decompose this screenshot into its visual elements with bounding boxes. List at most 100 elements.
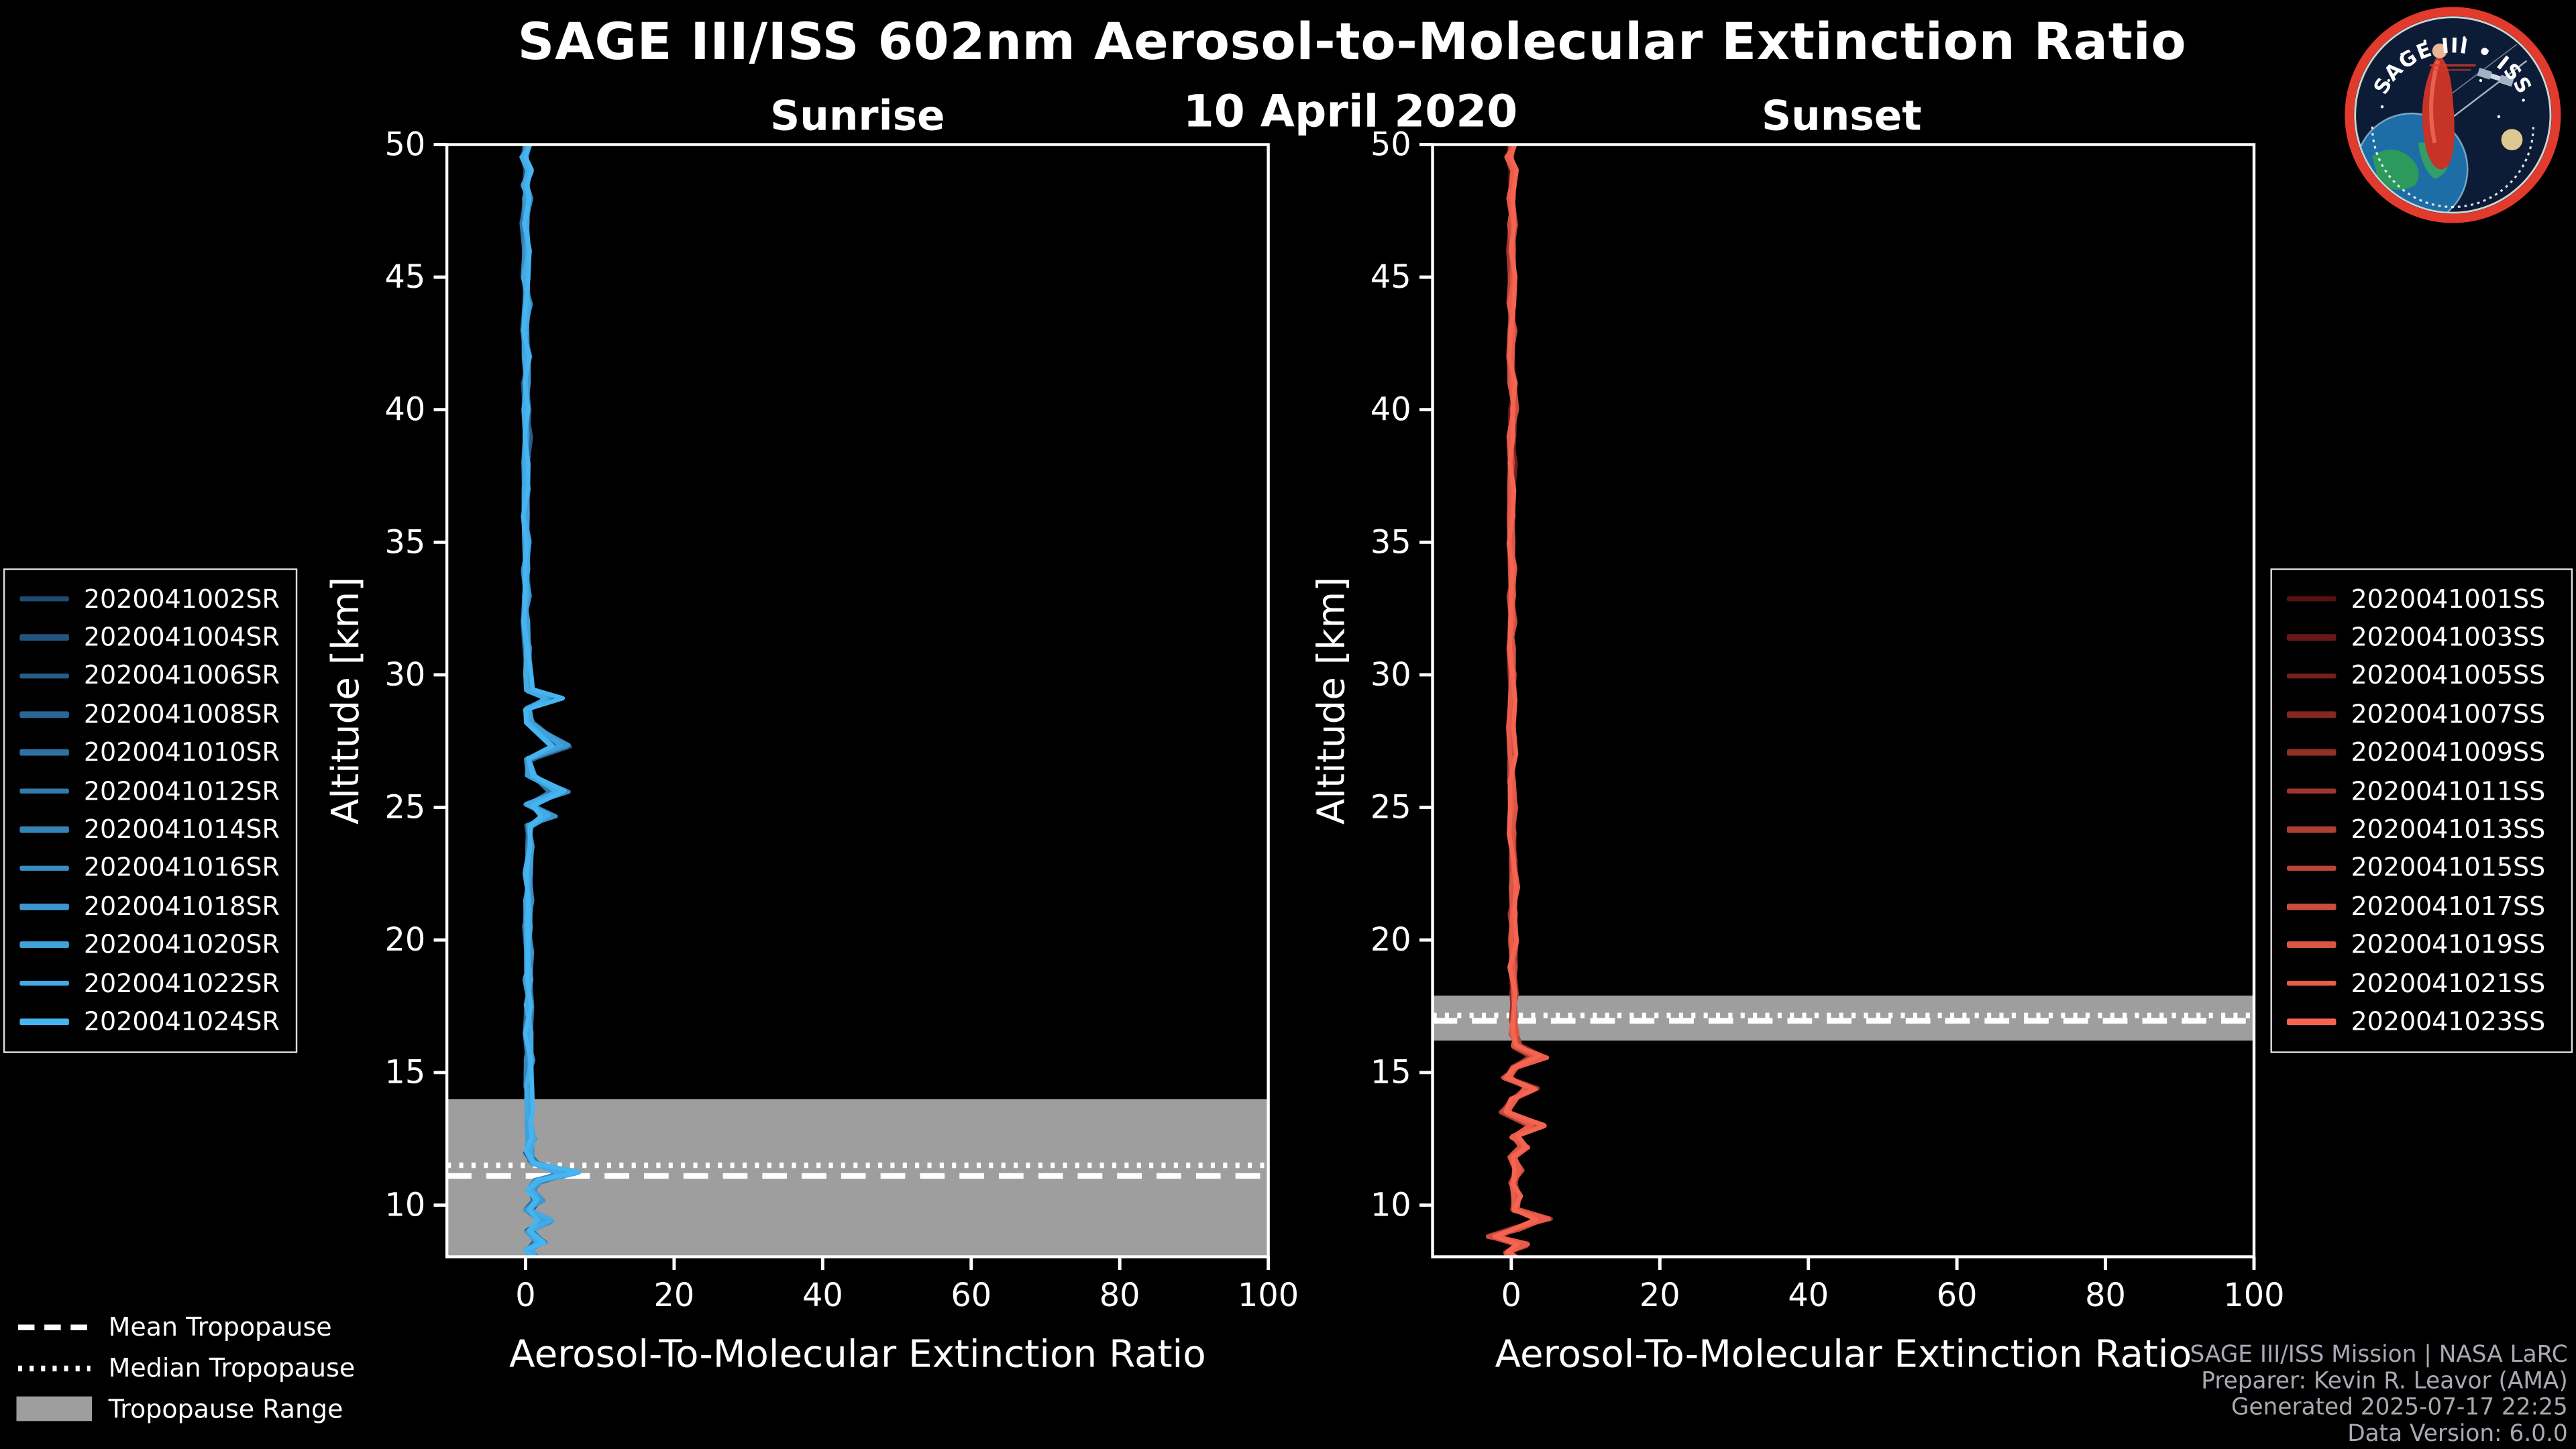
legend-item-label: 2020041005SS xyxy=(2351,661,2546,691)
tropopause-legend-label: Mean Tropopause xyxy=(108,1311,332,1342)
chart-svg-0: 0 20 40 60 80 100 10 15 20 25 30 35 40 45 50 Aerosol-To… xyxy=(324,126,1299,1376)
profile-line xyxy=(1486,144,1553,1257)
x-tick-label: 40 xyxy=(1788,1277,1829,1314)
x-tick-label: 80 xyxy=(2085,1277,2126,1314)
legend-color-swatch xyxy=(2286,980,2337,987)
sunset-legend: 2020041001SS 2020041003SS 2020041005SS 2020… xyxy=(2270,568,2573,1053)
legend-item-label: 2020041006SR xyxy=(83,661,280,691)
x-tick-label: 100 xyxy=(2223,1277,2284,1314)
y-tick-label: 25 xyxy=(1371,789,1411,826)
legend-item-label: 2020041016SR xyxy=(83,853,280,883)
legend-item: 2020041017SS xyxy=(2280,888,2563,926)
legend-item-label: 2020041013SS xyxy=(2351,814,2546,845)
credit-line: Data Version: 6.0.0 xyxy=(2347,1421,2568,1448)
x-tick-label: 60 xyxy=(951,1277,991,1314)
page-title: SAGE III/ISS 602nm Aerosol-to-Molecular … xyxy=(517,13,2187,72)
legend-item-label: 2020041001SS xyxy=(2351,584,2546,614)
legend-item: 2020041001SS xyxy=(2280,580,2563,618)
legend-item: 2020041003SS xyxy=(2280,619,2563,657)
x-tick-label: 60 xyxy=(1937,1277,1978,1314)
sunrise-legend: 2020041002SR 2020041004SR 2020041006SR 2020… xyxy=(3,568,298,1053)
legend-item: 2020041020SR xyxy=(13,926,288,964)
legend-item-label: 2020041003SS xyxy=(2351,623,2546,653)
legend-color-swatch xyxy=(19,980,69,987)
plot-border xyxy=(445,143,1270,1258)
legend-item-label: 2020041017SS xyxy=(2351,892,2546,922)
legend-item: 2020041023SS xyxy=(2280,1003,2563,1041)
legend-item-label: 2020041023SS xyxy=(2351,1007,2546,1037)
y-axis-label: Altitude [km] xyxy=(324,577,368,824)
y-tick-label: 35 xyxy=(385,524,426,561)
y-tick-label: 45 xyxy=(1371,259,1411,296)
legend-item: 2020041021SS xyxy=(2280,964,2563,1002)
earth-atmosphere-rim xyxy=(2355,112,2469,212)
y-tick-label: 20 xyxy=(1371,922,1411,959)
credit-line: SAGE III/ISS Mission | NASA LaRC xyxy=(2190,1342,2568,1369)
legend-item: 2020041008SR xyxy=(13,695,288,733)
panel-title-sunset: Sunset xyxy=(1762,92,1922,140)
x-tick-label: 0 xyxy=(515,1277,535,1314)
earth-landmass xyxy=(2372,149,2419,191)
tropopause-legend-label: Tropopause Range xyxy=(108,1393,343,1424)
y-axis-label: Altitude [km] xyxy=(1309,577,1353,824)
legend-item-label: 2020041021SS xyxy=(2351,968,2546,998)
star-dots xyxy=(2380,36,2525,119)
legend-item-label: 2020041024SR xyxy=(83,1007,280,1037)
iss-icon xyxy=(2477,67,2514,87)
legend-color-swatch xyxy=(2286,711,2337,718)
legend-item-label: 2020041011SS xyxy=(2351,776,2546,806)
tropopause-legend: Mean Tropopause Median Tropopause Tropopau… xyxy=(16,1306,355,1430)
tropopause-legend-label: Median Tropopause xyxy=(108,1352,356,1383)
band-swatch xyxy=(16,1396,93,1421)
y-tick-label: 15 xyxy=(385,1055,426,1091)
legend-color-swatch xyxy=(2286,942,2337,949)
legend-item-label: 2020041008SR xyxy=(83,699,280,730)
moon xyxy=(2501,129,2523,151)
legend-item: 2020041002SR xyxy=(13,580,288,618)
credits: SAGE III/ISS Mission | NASA LaRC Preparer… xyxy=(2190,1342,2567,1448)
legend-color-swatch xyxy=(19,788,69,794)
legend-color-swatch xyxy=(2286,903,2337,910)
legend-item-label: 2020041022SR xyxy=(83,968,280,998)
legend-color-swatch xyxy=(19,634,69,641)
logo-bottom-microtext xyxy=(2371,126,2534,209)
y-tick-label: 30 xyxy=(1371,657,1411,694)
y-tick-label: 40 xyxy=(1371,392,1411,429)
y-tick-label: 30 xyxy=(385,657,426,694)
sunrise-chart: 0 20 40 60 80 100 10 15 20 25 30 35 40 45 50 Aerosol-To… xyxy=(299,126,1318,1426)
legend-item-label: 2020041002SR xyxy=(83,584,280,614)
dashed-swatch xyxy=(16,1313,92,1340)
legend-color-swatch xyxy=(19,826,69,833)
legend-item-label: 2020041018SR xyxy=(83,892,280,922)
y-tick-label: 10 xyxy=(385,1187,426,1224)
legend-item-label: 2020041014SR xyxy=(83,814,280,845)
credit-line: Generated 2025-07-17 22:25 xyxy=(2231,1395,2568,1421)
logo-subtext-line xyxy=(2434,68,2471,71)
legend-item-label: 2020041007SS xyxy=(2351,699,2546,730)
legend-color-swatch xyxy=(2286,749,2337,756)
legend-item: 2020041019SS xyxy=(2280,926,2563,964)
legend-item: 2020041018SR xyxy=(13,888,288,926)
legend-color-swatch xyxy=(2286,865,2337,871)
y-tick-label: 50 xyxy=(385,128,426,163)
legend-color-swatch xyxy=(19,1018,69,1025)
y-tick-label: 25 xyxy=(385,789,426,826)
legend-color-swatch xyxy=(19,865,69,871)
panel-title-sunrise: Sunrise xyxy=(770,92,945,140)
x-tick-label: 100 xyxy=(1238,1277,1299,1314)
y-tick-label: 20 xyxy=(385,922,426,959)
sunset-chart: 0 20 40 60 80 100 10 15 20 25 30 35 40 45 50 Aerosol-To… xyxy=(1285,126,2303,1426)
mission-logo: SAGE III • ISS xyxy=(2343,5,2563,225)
x-tick-label: 80 xyxy=(1099,1277,1140,1314)
tropopause-legend-item: Mean Tropopause xyxy=(16,1306,355,1347)
legend-item-label: 2020041004SR xyxy=(83,623,280,653)
profile-line xyxy=(521,144,582,1257)
legend-item: 2020041007SS xyxy=(2280,695,2563,733)
profile-line xyxy=(1495,144,1552,1257)
legend-item-label: 2020041009SS xyxy=(2351,738,2546,768)
legend-color-swatch xyxy=(19,673,69,680)
chart-svg-1: 0 20 40 60 80 100 10 15 20 25 30 35 40 45 50 Aerosol-To… xyxy=(1309,126,2284,1376)
legend-item: 2020041005SS xyxy=(2280,657,2563,695)
figure-head xyxy=(2432,43,2447,58)
